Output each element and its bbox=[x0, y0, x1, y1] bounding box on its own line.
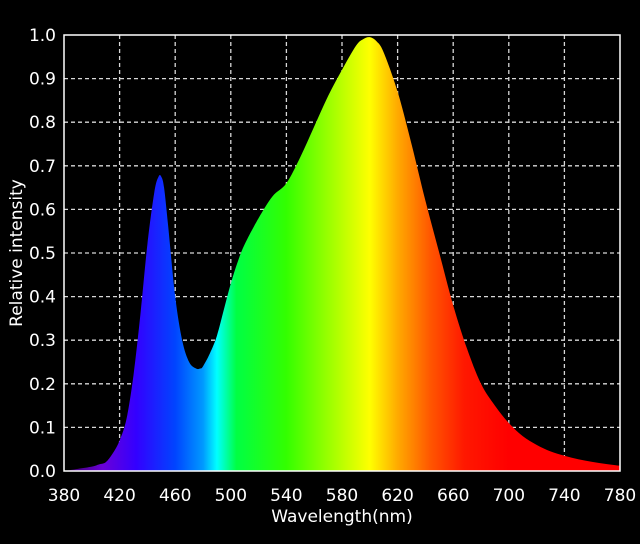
y-tick-label: 0.2 bbox=[29, 375, 56, 395]
y-tick-label: 1.0 bbox=[29, 26, 56, 46]
plot-frame bbox=[63, 34, 621, 472]
x-tick-label: 420 bbox=[103, 486, 135, 506]
spectrum-area bbox=[64, 37, 620, 471]
x-tick-label: 460 bbox=[159, 486, 191, 506]
y-tick-label: 0.6 bbox=[29, 200, 56, 220]
y-tick-label: 0.4 bbox=[29, 288, 56, 308]
y-tick-label: 0.9 bbox=[29, 70, 56, 90]
y-axis-label: Relative intensity bbox=[7, 179, 27, 327]
x-tick-label: 700 bbox=[493, 486, 525, 506]
x-tick-label: 500 bbox=[215, 486, 247, 506]
x-axis-label: Wavelength(nm) bbox=[271, 507, 412, 527]
x-tick-label: 540 bbox=[270, 486, 302, 506]
x-tick-label: 780 bbox=[604, 486, 636, 506]
x-tick-labels: 380 420 460 500 540 580 620 660 700 740 780 bbox=[48, 486, 636, 506]
y-tick-label: 0.1 bbox=[29, 418, 56, 438]
x-tick-label: 580 bbox=[326, 486, 358, 506]
x-tick-label: 660 bbox=[437, 486, 469, 506]
y-tick-labels: 0.0 0.1 0.2 0.3 0.4 0.5 0.6 0.7 0.8 0.9 1.0 bbox=[29, 26, 56, 482]
x-tick-label: 380 bbox=[48, 486, 80, 506]
y-tick-label: 0.0 bbox=[29, 462, 56, 482]
y-tick-label: 0.3 bbox=[29, 331, 56, 351]
x-tick-label: 740 bbox=[548, 486, 580, 506]
y-tick-label: 0.5 bbox=[29, 244, 56, 264]
y-tick-label: 0.7 bbox=[29, 157, 56, 177]
y-tick-label: 0.8 bbox=[29, 113, 56, 133]
x-tick-label: 620 bbox=[381, 486, 413, 506]
